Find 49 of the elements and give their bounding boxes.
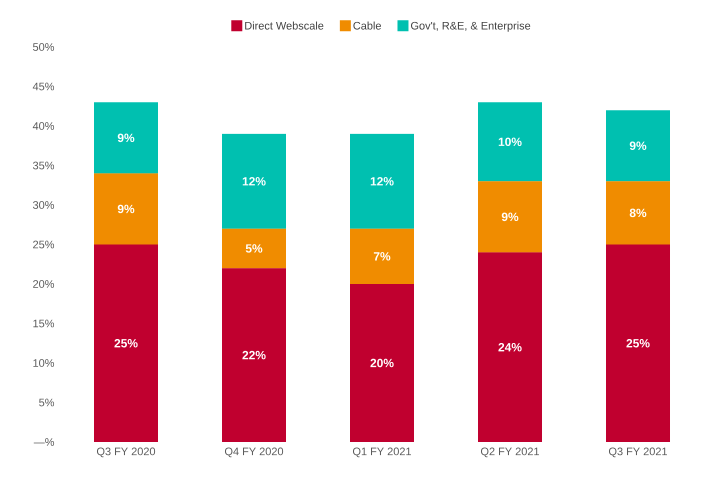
y-tick-label: 35% <box>32 162 54 170</box>
bar <box>94 102 158 174</box>
y-tick-label: 40% <box>32 122 54 130</box>
bar <box>478 181 542 252</box>
y-tick-label: 45% <box>32 82 54 90</box>
y-tick-label: 30% <box>32 201 54 209</box>
bar <box>606 110 670 182</box>
y-tick-label: 25% <box>33 240 54 248</box>
data-label: 5% <box>246 244 262 253</box>
bar <box>222 228 286 268</box>
y-tick-label: 10% <box>33 359 54 367</box>
bar <box>350 134 414 229</box>
legend-label: Gov't, R&E, & Enterprise <box>411 22 530 32</box>
x-tick-label: Q2 FY 2021 <box>480 448 540 458</box>
bar <box>606 181 670 244</box>
bar <box>478 252 542 442</box>
legend-label: Direct Webscale <box>245 22 324 30</box>
data-label: 25% <box>626 339 650 348</box>
y-tick-label: 15% <box>33 320 54 328</box>
x-tick-label: Q3 FY 2020 <box>96 448 156 458</box>
data-label: 24% <box>498 342 522 352</box>
x-tick-label: Q4 FY 2020 <box>224 448 284 458</box>
data-label: 22% <box>242 350 266 360</box>
bar <box>350 284 414 442</box>
x-tick-label: Q3 FY 2021 <box>608 448 668 458</box>
data-label: 12% <box>242 177 266 186</box>
data-label: 9% <box>630 142 646 150</box>
legend-label: Cable <box>353 22 381 30</box>
bar <box>94 244 158 442</box>
y-tick-label: 50% <box>32 43 54 51</box>
y-tick-label: —% <box>34 438 54 446</box>
data-label: 9% <box>502 212 518 222</box>
data-label: 25% <box>114 339 138 348</box>
data-label: 9% <box>118 204 134 214</box>
data-label: 8% <box>630 208 646 218</box>
data-label: 12% <box>370 177 394 186</box>
bar <box>222 134 286 229</box>
data-label: 7% <box>374 252 390 261</box>
bar <box>222 268 286 442</box>
data-label: 10% <box>498 138 522 146</box>
data-label: 9% <box>118 134 134 142</box>
bar <box>478 102 542 182</box>
bar <box>350 228 414 284</box>
bar <box>606 244 670 442</box>
x-tick-label: Q1 FY 2021 <box>352 448 412 458</box>
y-tick-label: 5% <box>39 398 54 406</box>
y-tick-label: 20% <box>33 280 54 288</box>
bar <box>94 173 158 244</box>
data-label: 20% <box>370 358 394 368</box>
